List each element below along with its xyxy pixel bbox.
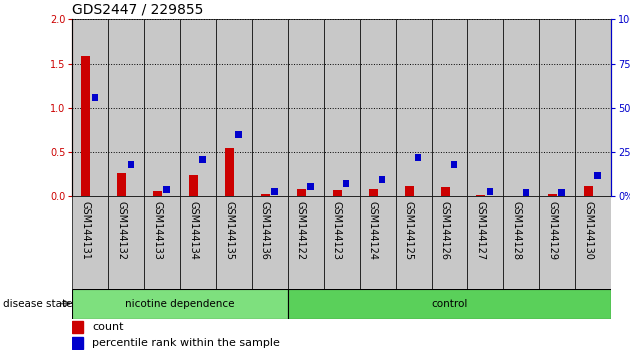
FancyBboxPatch shape xyxy=(432,196,467,289)
Bar xyxy=(404,186,413,196)
FancyBboxPatch shape xyxy=(108,19,144,196)
Bar xyxy=(333,190,342,196)
Text: GSM144130: GSM144130 xyxy=(583,201,593,260)
Bar xyxy=(91,94,98,101)
Bar xyxy=(343,179,350,187)
FancyBboxPatch shape xyxy=(324,19,360,196)
Text: GSM144122: GSM144122 xyxy=(296,201,306,260)
FancyBboxPatch shape xyxy=(288,289,611,319)
FancyBboxPatch shape xyxy=(108,196,144,289)
Bar xyxy=(81,56,91,196)
Bar xyxy=(584,186,593,196)
FancyBboxPatch shape xyxy=(539,196,575,289)
Text: GSM144123: GSM144123 xyxy=(332,201,341,260)
Bar xyxy=(297,189,306,196)
Text: GSM144133: GSM144133 xyxy=(152,201,163,260)
Bar xyxy=(225,148,234,196)
Bar xyxy=(235,131,242,138)
Bar xyxy=(72,337,83,349)
Text: nicotine dependence: nicotine dependence xyxy=(125,298,235,309)
FancyBboxPatch shape xyxy=(575,19,611,196)
FancyBboxPatch shape xyxy=(396,196,432,289)
Bar xyxy=(522,189,529,196)
Text: disease state: disease state xyxy=(3,299,72,309)
Text: GSM144126: GSM144126 xyxy=(440,201,450,260)
Text: percentile rank within the sample: percentile rank within the sample xyxy=(92,338,280,348)
Bar xyxy=(271,188,278,195)
Bar xyxy=(189,175,198,196)
Bar xyxy=(379,176,386,183)
FancyBboxPatch shape xyxy=(503,196,539,289)
FancyBboxPatch shape xyxy=(72,196,108,289)
FancyBboxPatch shape xyxy=(288,19,324,196)
Bar xyxy=(558,189,565,196)
Text: GSM144125: GSM144125 xyxy=(404,201,413,260)
FancyBboxPatch shape xyxy=(503,19,539,196)
Bar xyxy=(548,194,557,196)
Bar xyxy=(512,195,521,196)
FancyBboxPatch shape xyxy=(575,196,611,289)
FancyBboxPatch shape xyxy=(180,19,216,196)
Bar xyxy=(163,186,170,193)
Bar xyxy=(72,321,83,333)
Bar xyxy=(127,161,134,168)
Text: GSM144134: GSM144134 xyxy=(188,201,198,260)
Text: GSM144135: GSM144135 xyxy=(224,201,234,260)
Bar xyxy=(440,187,449,196)
Bar xyxy=(594,172,601,179)
Bar xyxy=(450,161,457,168)
FancyBboxPatch shape xyxy=(216,196,252,289)
Text: GSM144127: GSM144127 xyxy=(476,201,485,260)
FancyBboxPatch shape xyxy=(396,19,432,196)
Text: GSM144136: GSM144136 xyxy=(260,201,270,260)
Text: GSM144131: GSM144131 xyxy=(81,201,91,260)
Bar xyxy=(117,172,126,196)
FancyBboxPatch shape xyxy=(72,289,288,319)
FancyBboxPatch shape xyxy=(360,196,396,289)
FancyBboxPatch shape xyxy=(216,19,252,196)
Text: GDS2447 / 229855: GDS2447 / 229855 xyxy=(72,3,204,17)
FancyBboxPatch shape xyxy=(467,196,503,289)
FancyBboxPatch shape xyxy=(144,196,180,289)
Text: GSM144129: GSM144129 xyxy=(547,201,557,260)
Bar xyxy=(199,156,206,163)
Text: GSM144124: GSM144124 xyxy=(368,201,377,260)
FancyBboxPatch shape xyxy=(144,19,180,196)
FancyBboxPatch shape xyxy=(252,19,288,196)
Bar xyxy=(261,194,270,196)
Text: count: count xyxy=(92,322,123,332)
FancyBboxPatch shape xyxy=(539,19,575,196)
FancyBboxPatch shape xyxy=(252,196,288,289)
FancyBboxPatch shape xyxy=(180,196,216,289)
Text: GSM144128: GSM144128 xyxy=(512,201,521,260)
FancyBboxPatch shape xyxy=(467,19,503,196)
FancyBboxPatch shape xyxy=(288,196,324,289)
Bar xyxy=(476,195,486,196)
Bar xyxy=(415,154,421,161)
Bar xyxy=(153,191,163,196)
Bar xyxy=(307,183,314,190)
Text: control: control xyxy=(432,298,467,309)
FancyBboxPatch shape xyxy=(360,19,396,196)
Bar xyxy=(486,188,493,195)
FancyBboxPatch shape xyxy=(324,196,360,289)
FancyBboxPatch shape xyxy=(432,19,467,196)
Bar xyxy=(369,189,378,196)
FancyBboxPatch shape xyxy=(72,19,108,196)
Text: GSM144132: GSM144132 xyxy=(117,201,126,260)
